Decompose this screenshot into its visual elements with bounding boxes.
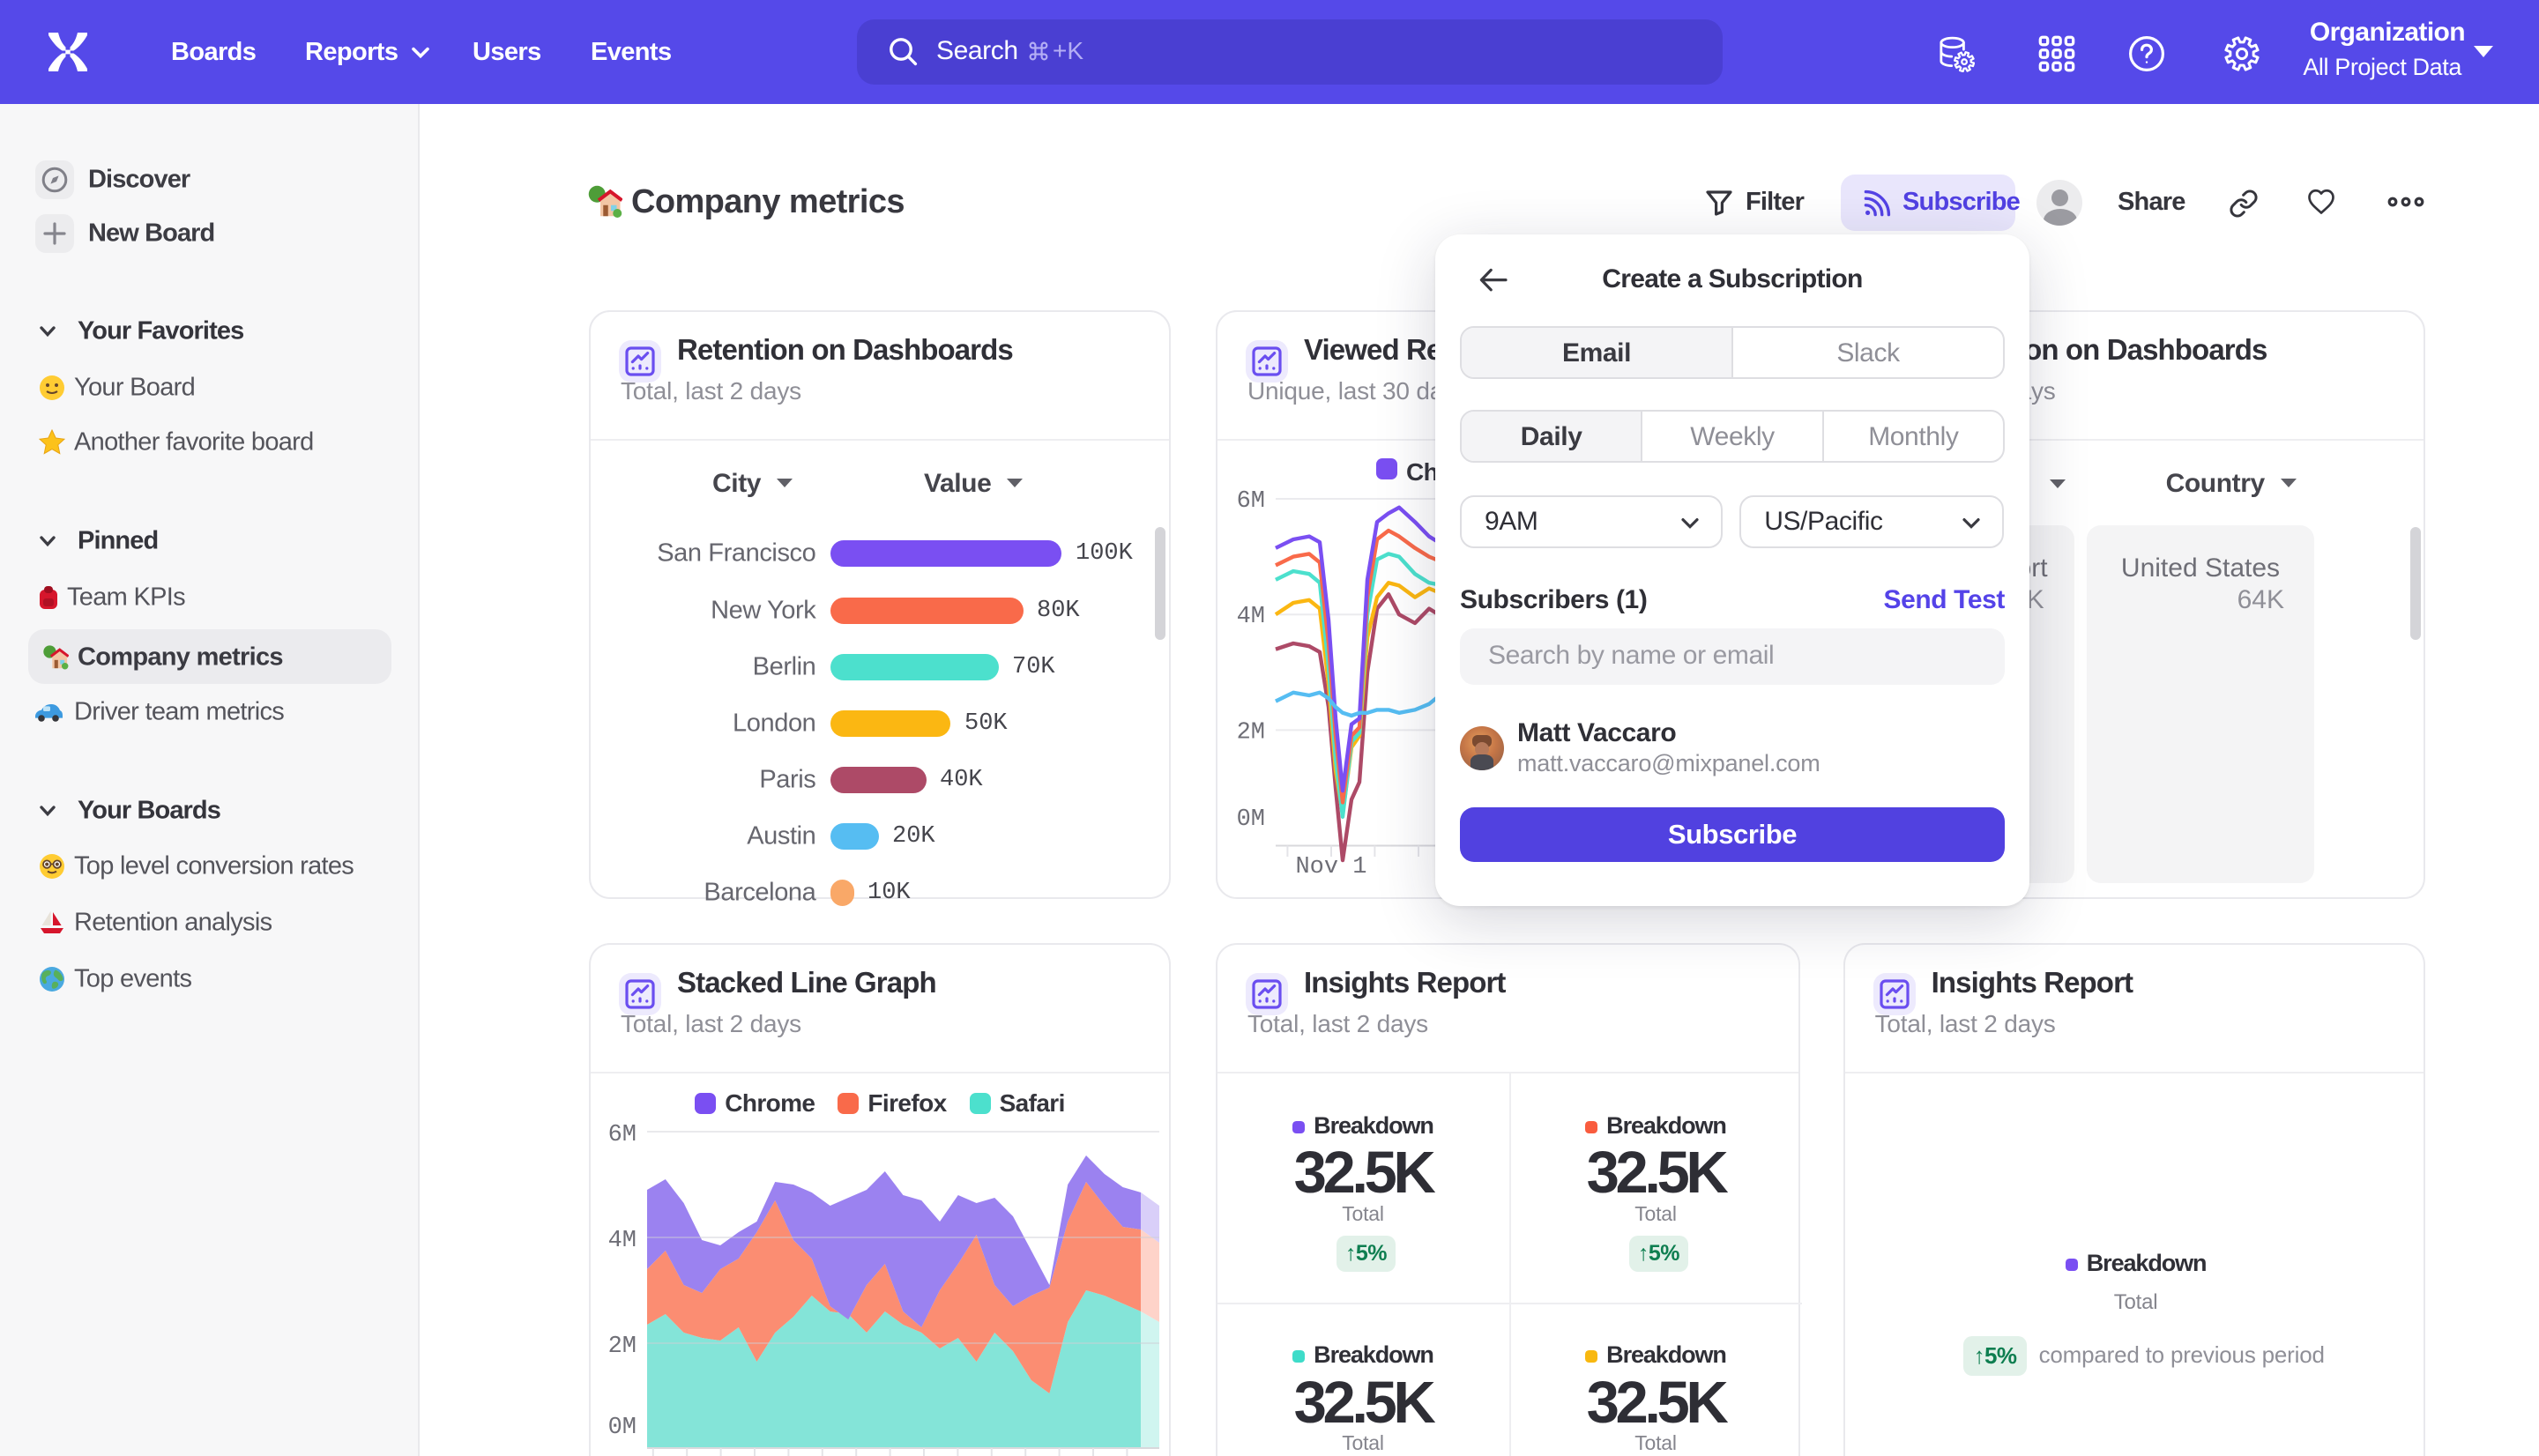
svg-text:0M: 0M [608,1415,637,1441]
svg-text:0M: 0M [1237,806,1265,833]
svg-text:4M: 4M [1237,604,1265,630]
svg-text:Nov 1: Nov 1 [1295,854,1366,880]
svg-text:4M: 4M [608,1228,637,1254]
svg-text:2M: 2M [1237,719,1265,746]
svg-text:6M: 6M [1237,488,1265,515]
svg-text:2M: 2M [608,1333,637,1360]
svg-text:6M: 6M [608,1122,637,1148]
